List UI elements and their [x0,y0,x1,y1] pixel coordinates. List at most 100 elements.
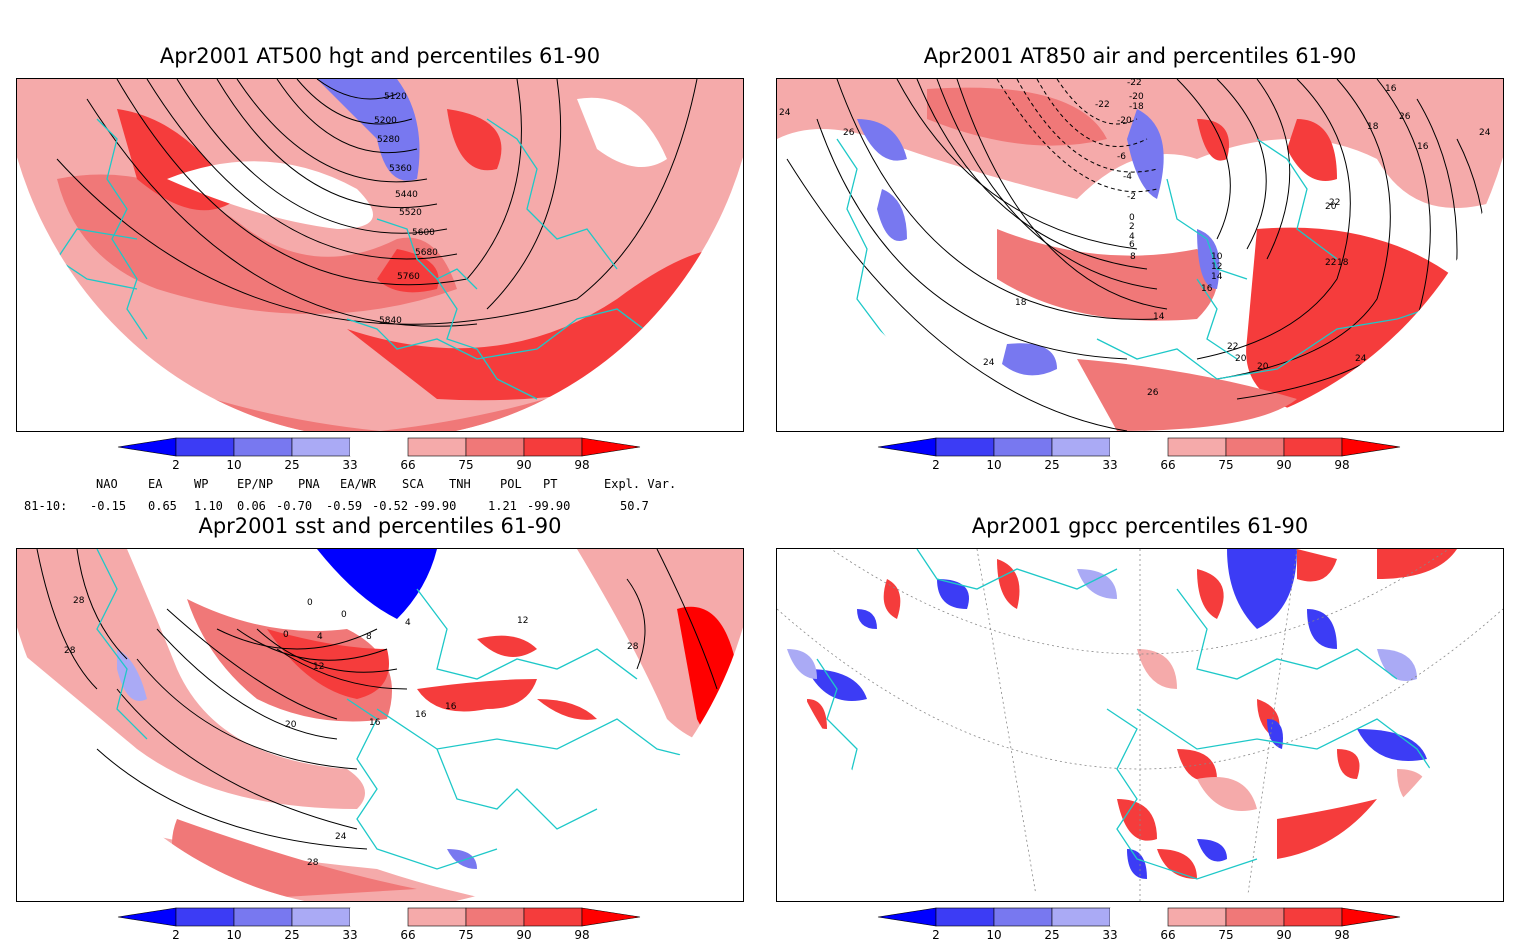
contour-label: 14 [1153,312,1165,322]
contour-label: 5440 [395,190,418,200]
colorbar-arrow-high [1341,437,1401,457]
tele-value-pna: -0.70 [276,499,313,513]
contour-label: 2 [1129,222,1135,232]
contour-label: 0 [1129,213,1135,223]
colorbar-label: 98 [574,458,589,472]
contour-label: -22 [1095,100,1110,110]
contour-label: 5840 [379,316,402,326]
map-sst-canvas: 28 28 0 0 4 8 4 0 12 12 16 16 16 20 24 2… [17,549,743,901]
tele-header-tnh: TNH [449,477,471,491]
colorbar-svg: 2 10 25 33 66 75 90 98 [877,907,1401,942]
colorbar-svg: 2 10 25 33 66 75 90 98 [877,437,1401,472]
tele-header-sca: SCA [402,477,424,491]
contour-label: 18 [1367,122,1379,132]
tele-header-wp: WP [194,477,209,491]
contour-label: 5280 [377,135,400,145]
tele-header-expl-var: Expl. Var. [604,477,677,491]
colorbar-label: 33 [1102,928,1117,942]
contour-label: 20 [1325,202,1337,212]
tele-row-label: 81-10: [24,499,68,513]
colorbar-cell [175,907,235,927]
contour-label: 5600 [412,228,435,238]
tele-value-nao: -0.15 [90,499,127,513]
contour-label: 20 [285,720,297,730]
colorbar-cell [291,907,351,927]
colorbar-label: 33 [342,458,357,472]
colorbar-cell [523,437,583,457]
colorbar-cell [233,437,293,457]
contour-label: 5680 [415,248,438,258]
colorbar-label: 2 [932,458,940,472]
map-gpcc [776,548,1504,902]
colorbar-label: 90 [1276,928,1291,942]
gpcc-blue-patches [807,549,1427,879]
tele-value-expl-var: 50.7 [620,499,649,513]
colorbar-cell [1167,437,1227,457]
tele-header-pt: PT [543,477,558,491]
tele-value-epnp: 0.06 [237,499,266,513]
contour-label: 14 [1211,272,1223,282]
tele-value-ea: 0.65 [148,499,177,513]
colorbar-label: 90 [1276,458,1291,472]
contour-label: 0 [307,598,313,608]
contour-label: 4 [317,632,323,642]
contour-label: -2 [1127,192,1136,202]
colorbar-label: 98 [574,928,589,942]
contour-label: 26 [1399,112,1411,122]
map-hgt: 5120 5200 5280 5360 5440 5520 5600 5680 … [16,78,744,432]
colorbar-label: 66 [400,458,415,472]
contour-label: 24 [1355,354,1367,364]
colorbar-arrow-low [117,437,177,457]
tele-value-pol: 1.21 [488,499,517,513]
colorbar-cell [935,907,995,927]
contour-label: 10 [1211,252,1223,262]
colorbar-cell [1225,437,1285,457]
colorbar-label: 2 [172,458,180,472]
contour-label: 0 [341,610,347,620]
map-gpcc-canvas [777,549,1503,901]
contour-label: 5360 [389,164,412,174]
contour-label: 24 [779,108,791,118]
contour-label: 24 [983,358,995,368]
colorbar-label: 2 [172,928,180,942]
contour-label: -22 [1127,79,1142,88]
colorbar-cell [407,907,467,927]
tele-value-pt: -99.90 [527,499,571,513]
colorbar-2: 2 10 25 33 66 75 90 98 [877,437,1404,472]
map-sst: 28 28 0 0 4 8 4 0 12 12 16 16 16 20 24 2… [16,548,744,902]
contour-label: 4 [1129,232,1135,242]
contour-label: 16 [415,710,427,720]
contour-label: 16 [1417,142,1429,152]
colorbar-1: 2 10 25 33 66 75 90 98 [117,437,644,472]
contour-label: 18 [1015,298,1027,308]
tele-value-sca: -0.52 [372,499,409,513]
tele-header-pna: PNA [298,477,320,491]
colorbar-label: 25 [284,928,299,942]
colorbar-cell [407,437,467,457]
colorbar-cell [993,907,1053,927]
contour-label: 16 [1201,284,1213,294]
colorbar-svg: 2 10 25 33 66 75 90 98 [117,437,641,472]
tele-header-pol: POL [500,477,522,491]
tele-value-wp: 1.10 [194,499,223,513]
colorbar-cell [350,908,408,926]
colorbar-cell [465,907,525,927]
colorbar-label: 66 [1160,458,1175,472]
contour-label: 28 [627,642,639,652]
contour-label: 22 [1325,258,1336,268]
tele-header-nao: NAO [96,477,118,491]
colorbar-cell [1225,907,1285,927]
contour-label: 12 [517,616,528,626]
gpcc-light-patches [787,569,1417,681]
colorbar-cell [1283,907,1343,927]
colorbar-cell [1110,908,1168,926]
colorbar-label: 33 [1102,458,1117,472]
colorbar-arrow-high [1341,907,1401,927]
contour-label: 20 [1257,362,1269,372]
colorbar-cell [291,437,351,457]
colorbar-label: 75 [1218,928,1233,942]
colorbar-label: 25 [1044,928,1059,942]
colorbar-4: 2 10 25 33 66 75 90 98 [877,907,1404,942]
contour-label: 28 [73,596,85,606]
contour-label: 24 [1479,128,1491,138]
